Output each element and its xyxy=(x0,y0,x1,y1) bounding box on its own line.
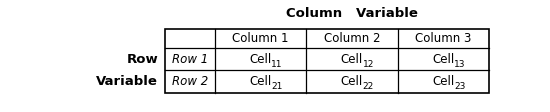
Text: 21: 21 xyxy=(271,82,283,91)
Text: Column 2: Column 2 xyxy=(323,32,380,45)
Bar xyxy=(164,29,488,93)
Text: Cell: Cell xyxy=(432,75,454,88)
Text: Variable: Variable xyxy=(96,75,158,88)
Text: Row 1: Row 1 xyxy=(172,53,208,66)
Text: 11: 11 xyxy=(271,59,283,69)
Text: Row: Row xyxy=(126,53,158,66)
Text: Cell: Cell xyxy=(249,53,272,66)
Text: Column   Variable: Column Variable xyxy=(286,7,417,20)
Text: 22: 22 xyxy=(362,82,374,91)
Text: 23: 23 xyxy=(454,82,465,91)
Text: 12: 12 xyxy=(362,59,374,69)
Text: Cell: Cell xyxy=(432,53,454,66)
Text: Cell: Cell xyxy=(341,75,363,88)
Text: Cell: Cell xyxy=(341,53,363,66)
Text: 13: 13 xyxy=(454,59,465,69)
Text: Column 3: Column 3 xyxy=(415,32,471,45)
Text: Row 2: Row 2 xyxy=(172,75,208,88)
Text: Column 1: Column 1 xyxy=(232,32,289,45)
Text: Cell: Cell xyxy=(249,75,272,88)
